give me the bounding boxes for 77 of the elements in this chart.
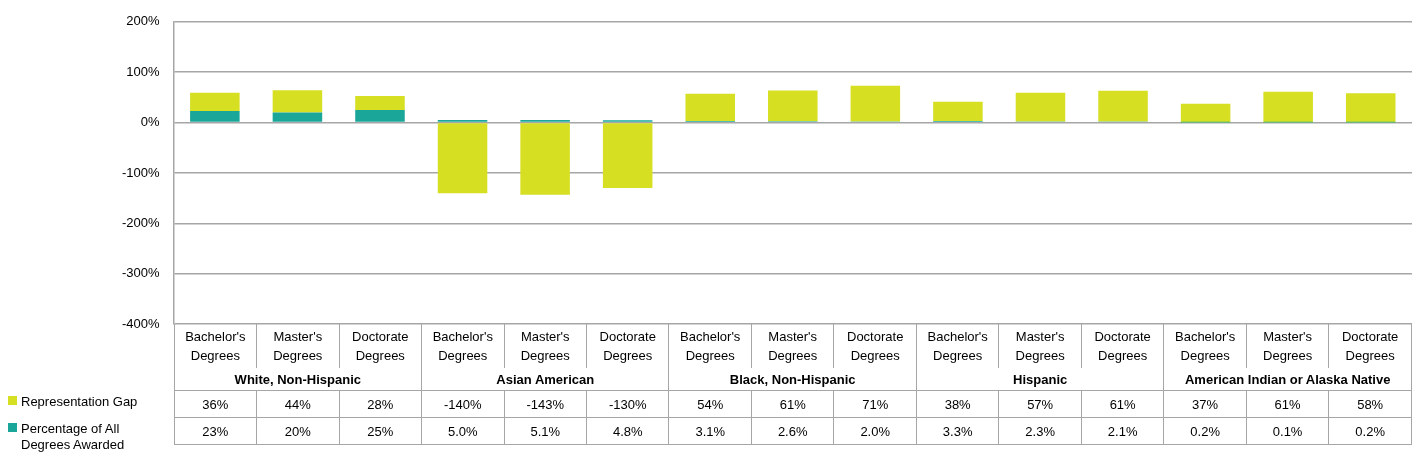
x-tick-label: Bachelor's Degrees (421, 324, 505, 369)
data-label: 4.8% (586, 417, 669, 445)
data-label: 28% (339, 390, 422, 418)
y-tick-label: 100% (126, 63, 161, 79)
text: Black, Non-Hispanic (668, 368, 917, 391)
data-label: 23% (174, 417, 257, 445)
data-label: -140% (421, 390, 505, 418)
bar (1180, 103, 1231, 123)
x-tick-label: Bachelor's Degrees (668, 324, 752, 369)
x-tick-label: Bachelor's Degrees (1163, 324, 1247, 369)
data-label: 20% (256, 417, 340, 445)
data-label: 71% (833, 390, 917, 418)
data-label: 25% (339, 417, 422, 445)
data-label: 37% (1163, 390, 1247, 418)
bar (272, 112, 323, 122)
data-label: -143% (504, 390, 587, 418)
data-label: 44% (256, 390, 340, 418)
text: Asian American (421, 368, 669, 391)
data-label: 5.1% (504, 417, 587, 445)
data-label: 3.1% (668, 417, 752, 445)
data-label: 2.0% (833, 417, 917, 445)
data-label: 58% (1328, 390, 1412, 418)
bar (355, 95, 405, 110)
y-tick-label: -100% (122, 164, 161, 180)
x-tick-label: Bachelor's Degrees (916, 324, 999, 369)
x-tick-label: Master's Degrees (1246, 324, 1329, 369)
bar (190, 92, 240, 112)
x-tick-label: Master's Degrees (504, 324, 587, 369)
bar (272, 90, 323, 113)
data-label: 61% (1081, 390, 1164, 418)
bar (1345, 93, 1396, 123)
y-tick-label: -300% (122, 265, 161, 281)
bar (190, 111, 240, 122)
x-tick-label: Doctorate Degrees (1328, 324, 1412, 369)
x-tick-label: Master's Degrees (256, 324, 340, 369)
y-tick-label: 200% (126, 13, 161, 29)
bar (1263, 91, 1313, 123)
data-label: 2.3% (998, 417, 1082, 445)
x-tick-label: Master's Degrees (751, 324, 834, 369)
bar (685, 93, 735, 122)
data-label: 2.1% (1081, 417, 1164, 445)
bar (355, 110, 405, 122)
bar (1098, 90, 1148, 122)
bar (768, 90, 818, 122)
x-tick-label: Bachelor's Degrees (174, 324, 257, 369)
data-label: -130% (586, 390, 669, 418)
x-tick-label: Doctorate Degrees (339, 324, 422, 369)
data-label: 61% (751, 390, 834, 418)
data-label: 0.2% (1328, 417, 1412, 445)
data-label: 57% (998, 390, 1082, 418)
bar (437, 123, 488, 194)
data-label: 38% (916, 390, 999, 418)
y-tick-label: -400% (122, 315, 161, 331)
data-label: 3.3% (916, 417, 999, 445)
data-label: 61% (1246, 390, 1329, 418)
data-label: 2.6% (751, 417, 834, 445)
text: Hispanic (916, 368, 1164, 391)
x-tick-label: Doctorate Degrees (586, 324, 669, 369)
legend-label: Representation Gap (21, 394, 139, 411)
data-label: 5.0% (421, 417, 505, 445)
x-tick-label: Master's Degrees (998, 324, 1082, 369)
y-tick-label: -200% (122, 214, 161, 230)
data-label: 0.2% (1163, 417, 1247, 445)
legend-label: Percentage of All Degrees Awarded (21, 421, 126, 454)
y-tick-label: 0% (140, 114, 161, 130)
data-label: 54% (668, 390, 752, 418)
data-label: 0.1% (1246, 417, 1329, 445)
x-tick-label: Doctorate Degrees (833, 324, 917, 369)
bar (1015, 92, 1066, 122)
bar (602, 123, 653, 189)
bar (933, 101, 983, 121)
text: White, Non-Hispanic (174, 368, 422, 391)
bar (850, 85, 901, 122)
x-tick-label: Doctorate Degrees (1081, 324, 1164, 369)
bar (520, 123, 570, 195)
text: American Indian or Alaska Native (1163, 368, 1412, 391)
data-label: 36% (174, 390, 257, 418)
